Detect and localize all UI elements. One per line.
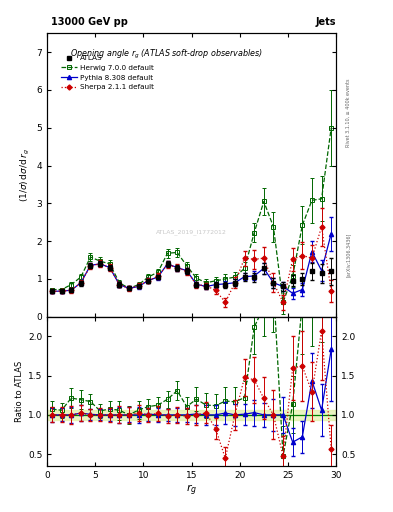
Text: Opening angle $r_g$ (ATLAS soft-drop observables): Opening angle $r_g$ (ATLAS soft-drop obs… — [70, 48, 263, 60]
Legend: ATLAS, Herwig 7.0.0 default, Pythia 8.308 default, Sherpa 2.1.1 default: ATLAS, Herwig 7.0.0 default, Pythia 8.30… — [61, 55, 154, 90]
Text: Jets: Jets — [316, 16, 336, 27]
Text: Rivet 3.1.10, ≥ 400k events: Rivet 3.1.10, ≥ 400k events — [346, 78, 351, 147]
Text: 13000 GeV pp: 13000 GeV pp — [51, 16, 128, 27]
Text: [arXiv:1306.3436]: [arXiv:1306.3436] — [346, 232, 351, 276]
X-axis label: $r_g$: $r_g$ — [186, 482, 197, 498]
Y-axis label: Ratio to ATLAS: Ratio to ATLAS — [15, 360, 24, 422]
Text: ATLAS_2019_I1772012: ATLAS_2019_I1772012 — [156, 229, 227, 234]
Y-axis label: $(1/\sigma)\,\mathrm{d}\sigma/\mathrm{d}\,r_g$: $(1/\sigma)\,\mathrm{d}\sigma/\mathrm{d}… — [19, 148, 32, 202]
